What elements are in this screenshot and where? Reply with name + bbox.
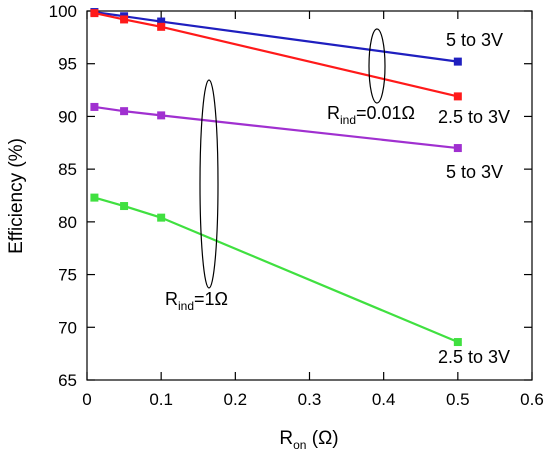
data-point (453, 57, 462, 66)
rind-large-label: Rind=1Ω (165, 289, 228, 313)
rind-small-label: Rind=0.01Ω (327, 103, 415, 127)
label-blue-series: 5 to 3V (446, 30, 503, 50)
x-tick-label: 0.4 (372, 390, 396, 409)
x-tick-label: 0.6 (520, 390, 544, 409)
data-point (157, 213, 166, 222)
series-1 (90, 9, 462, 101)
y-tick-label: 80 (58, 213, 77, 232)
data-point (157, 22, 166, 31)
ellipse-rind-large (199, 79, 219, 289)
data-point (90, 9, 99, 18)
data-point (453, 338, 462, 347)
y-tick-label: 70 (58, 318, 77, 337)
x-tick-labels: 0 0.1 0.2 0.3 0.4 0.5 0.6 (82, 390, 544, 409)
x-tick-label: 0.1 (149, 390, 173, 409)
data-point (157, 111, 166, 120)
label-green-series: 2.5 to 3V (438, 347, 510, 367)
ellipse-rind-small (368, 28, 386, 104)
x-tick-label: 0.2 (224, 390, 248, 409)
data-point (453, 144, 462, 153)
y-tick-label: 65 (58, 371, 77, 390)
y-tick-label: 100 (49, 2, 77, 21)
data-point (90, 193, 99, 202)
ticks (86, 10, 533, 381)
label-purple-series: 5 to 3V (446, 162, 503, 182)
y-axis-label: Efficiency (%) (6, 138, 27, 254)
series-line (94, 196, 459, 344)
data-point (90, 102, 99, 111)
y-tick-label: 95 (58, 55, 77, 74)
label-red-series: 2.5 to 3V (438, 107, 510, 127)
data-point (120, 202, 129, 211)
x-axis-label: Ron (Ω) (279, 428, 338, 452)
series-line (94, 105, 458, 150)
y-tick-label: 90 (58, 107, 77, 126)
plot-frame (86, 10, 533, 381)
series-layer (90, 8, 462, 347)
x-tick-label: 0 (82, 390, 91, 409)
y-tick-labels: 65 70 75 80 85 90 95 100 (49, 2, 77, 390)
series-line (94, 10, 458, 63)
y-tick-label: 75 (58, 266, 77, 285)
series-line (94, 12, 459, 98)
y-tick-label: 85 (58, 160, 77, 179)
x-tick-label: 0.3 (298, 390, 322, 409)
data-point (120, 107, 129, 116)
data-point (157, 17, 166, 26)
data-point (453, 92, 462, 101)
x-tick-label: 0.5 (446, 390, 470, 409)
series-0 (90, 8, 462, 66)
series-3 (90, 193, 462, 347)
data-point (120, 15, 129, 24)
series-2 (90, 102, 462, 153)
